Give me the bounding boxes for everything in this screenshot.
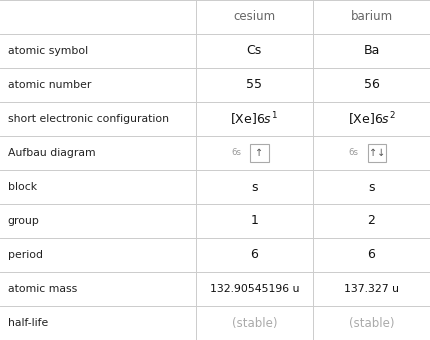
Text: atomic number: atomic number [8, 80, 91, 90]
Text: 137.327 u: 137.327 u [344, 284, 399, 294]
FancyBboxPatch shape [250, 144, 268, 162]
Text: 6s: 6s [231, 149, 242, 157]
Text: 132.90545196 u: 132.90545196 u [209, 284, 299, 294]
Text: Ba: Ba [363, 45, 380, 57]
Text: barium: barium [350, 11, 393, 23]
FancyBboxPatch shape [368, 144, 386, 162]
Text: period: period [8, 250, 43, 260]
Text: $\mathregular{[Xe]6}s^1$: $\mathregular{[Xe]6}s^1$ [230, 110, 278, 128]
Text: s: s [251, 181, 258, 193]
Text: atomic symbol: atomic symbol [8, 46, 88, 56]
Text: 2: 2 [368, 215, 375, 227]
Text: ↑↓: ↑↓ [369, 148, 385, 158]
Text: atomic mass: atomic mass [8, 284, 77, 294]
Text: 56: 56 [364, 79, 379, 91]
Text: group: group [8, 216, 40, 226]
Text: 1: 1 [250, 215, 258, 227]
Text: (stable): (stable) [232, 317, 277, 329]
Text: Cs: Cs [247, 45, 262, 57]
Text: 55: 55 [246, 79, 262, 91]
Text: $\mathregular{[Xe]6}s^2$: $\mathregular{[Xe]6}s^2$ [348, 110, 395, 128]
Text: block: block [8, 182, 37, 192]
Text: 6: 6 [250, 249, 258, 261]
Text: 6: 6 [368, 249, 375, 261]
Text: Aufbau diagram: Aufbau diagram [8, 148, 95, 158]
Text: ↑: ↑ [255, 148, 264, 158]
Text: s: s [368, 181, 375, 193]
Text: short electronic configuration: short electronic configuration [8, 114, 169, 124]
Text: (stable): (stable) [349, 317, 394, 329]
Text: half-life: half-life [8, 318, 48, 328]
Text: 6s: 6s [349, 149, 359, 157]
Text: cesium: cesium [233, 11, 275, 23]
